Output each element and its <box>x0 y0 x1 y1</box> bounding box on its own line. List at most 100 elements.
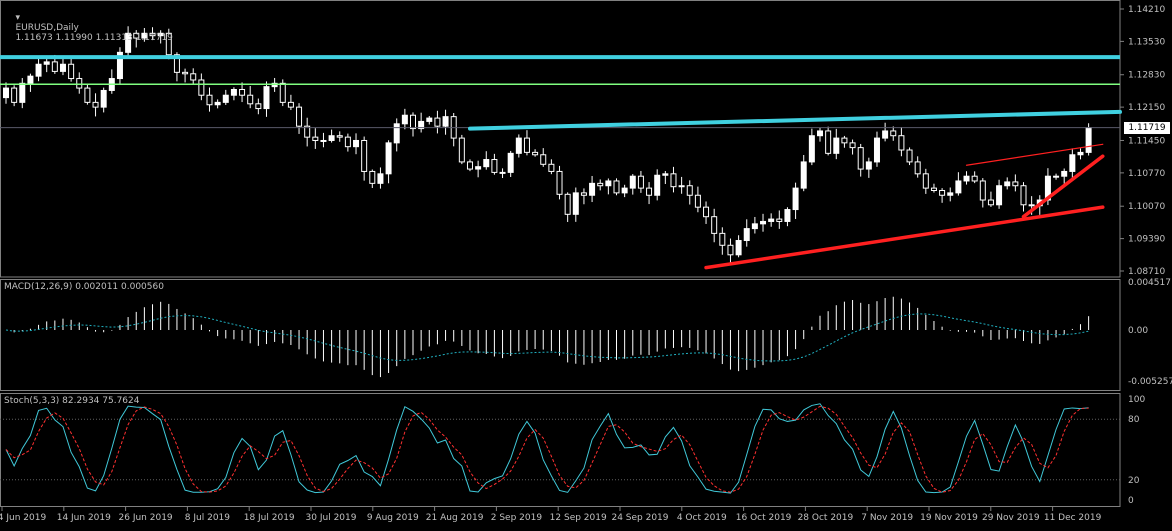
candle-body <box>540 154 547 165</box>
price-axis-label: 1.09390 <box>1128 235 1165 245</box>
candle-body <box>882 130 889 139</box>
red-trendline <box>965 143 1104 166</box>
price-panel-border <box>0 0 1121 278</box>
candle-body <box>418 120 425 130</box>
candle-body <box>930 187 937 191</box>
candle-body <box>686 185 693 196</box>
price-panel <box>0 26 1122 270</box>
candle-body <box>458 137 465 163</box>
candle-body <box>149 32 156 37</box>
candle-body <box>873 137 880 163</box>
time-axis-label: 7 Nov 2019 <box>861 513 913 523</box>
candle-body <box>222 94 229 103</box>
time-axis-label: 2 Sep 2019 <box>491 513 543 523</box>
candle-body <box>922 173 929 189</box>
candle-body <box>1012 181 1019 187</box>
candle-body <box>572 192 579 215</box>
candle-body <box>59 63 66 72</box>
time-axis-label: 26 Jun 2019 <box>119 513 173 523</box>
candle-body <box>605 180 612 187</box>
current-price-tag: 1.11719 <box>1124 122 1170 134</box>
candle-body <box>1077 151 1084 156</box>
candle-body <box>768 218 775 222</box>
cyan-trendline <box>467 109 1122 131</box>
time-axis-label: 18 Jul 2019 <box>244 513 295 523</box>
candle-body <box>51 61 58 72</box>
candle-body <box>670 173 677 188</box>
price-axis-label: 1.12150 <box>1128 103 1165 113</box>
candle-body <box>743 228 750 242</box>
candle-body <box>890 130 897 137</box>
candle-body <box>589 182 596 196</box>
candle-body <box>817 130 823 137</box>
candle-body <box>523 137 530 153</box>
candle-body <box>776 218 783 222</box>
candle-body <box>491 159 498 173</box>
candle-body <box>735 240 742 256</box>
candle-body <box>515 137 522 154</box>
candle-body <box>678 185 685 188</box>
candle-body <box>393 123 400 144</box>
candle-body <box>947 192 954 196</box>
candle-body <box>1020 185 1027 206</box>
candle-body <box>361 139 368 172</box>
price-axis-label: 1.08710 <box>1128 267 1165 277</box>
candle-body <box>996 185 1003 206</box>
candle-body <box>247 94 254 105</box>
candle-body <box>532 151 539 156</box>
candle-body <box>312 136 319 141</box>
candle-body <box>955 180 962 194</box>
candle-body <box>385 142 392 175</box>
candle-body <box>792 187 799 211</box>
stoch-axis-label: 80 <box>1128 415 1140 425</box>
candle-body <box>597 182 604 187</box>
candle-body <box>654 174 661 196</box>
macd-axis-label: 0.00 <box>1128 326 1148 336</box>
candle-body <box>263 86 270 110</box>
candle-body <box>328 135 335 141</box>
candle-body <box>426 117 433 122</box>
candle-body <box>784 209 791 222</box>
time-axis-label: 29 Nov 2019 <box>982 513 1040 523</box>
candle-body <box>11 87 18 103</box>
candle-body <box>279 82 286 103</box>
candle-body <box>629 175 636 189</box>
stoch-main-line <box>5 403 1089 494</box>
candle-body <box>157 32 164 37</box>
candle-body <box>694 194 701 208</box>
candle-body <box>116 51 123 80</box>
candle-body <box>369 170 376 184</box>
candle-body <box>125 32 132 53</box>
candle-body <box>646 187 653 196</box>
candle-body <box>865 161 872 170</box>
candle-body <box>401 114 408 125</box>
candle-body <box>914 161 921 175</box>
candle-body <box>711 216 718 234</box>
candle-body <box>939 189 946 196</box>
candle-body <box>442 116 449 127</box>
price-axis-label: 1.13530 <box>1128 37 1165 47</box>
macd-axis-label: 0.004517 <box>1128 278 1171 288</box>
price-axis-label: 1.10070 <box>1128 202 1165 212</box>
stoch-axis-label: 20 <box>1128 476 1140 486</box>
price-axis-label: 1.10770 <box>1128 169 1165 179</box>
candle-body <box>971 175 978 182</box>
candle-body <box>613 180 620 194</box>
stochastic-panel <box>0 403 1120 494</box>
candle-body <box>483 159 490 168</box>
time-axis-label: 12 Sep 2019 <box>550 513 607 523</box>
candle-body <box>987 199 994 206</box>
time-axis-label: 9 Aug 2019 <box>367 513 419 523</box>
candle-body <box>230 89 237 96</box>
candle-body <box>727 244 734 256</box>
candle-body <box>849 142 856 149</box>
candle-body <box>1061 170 1068 177</box>
candle-body <box>857 147 864 170</box>
candle-body <box>621 187 628 194</box>
candle-body <box>548 163 555 172</box>
candle-body <box>410 114 416 130</box>
price-axis-label: 1.11450 <box>1128 136 1165 146</box>
candle-body <box>499 171 506 174</box>
time-axis-label: 28 Oct 2019 <box>798 513 854 523</box>
